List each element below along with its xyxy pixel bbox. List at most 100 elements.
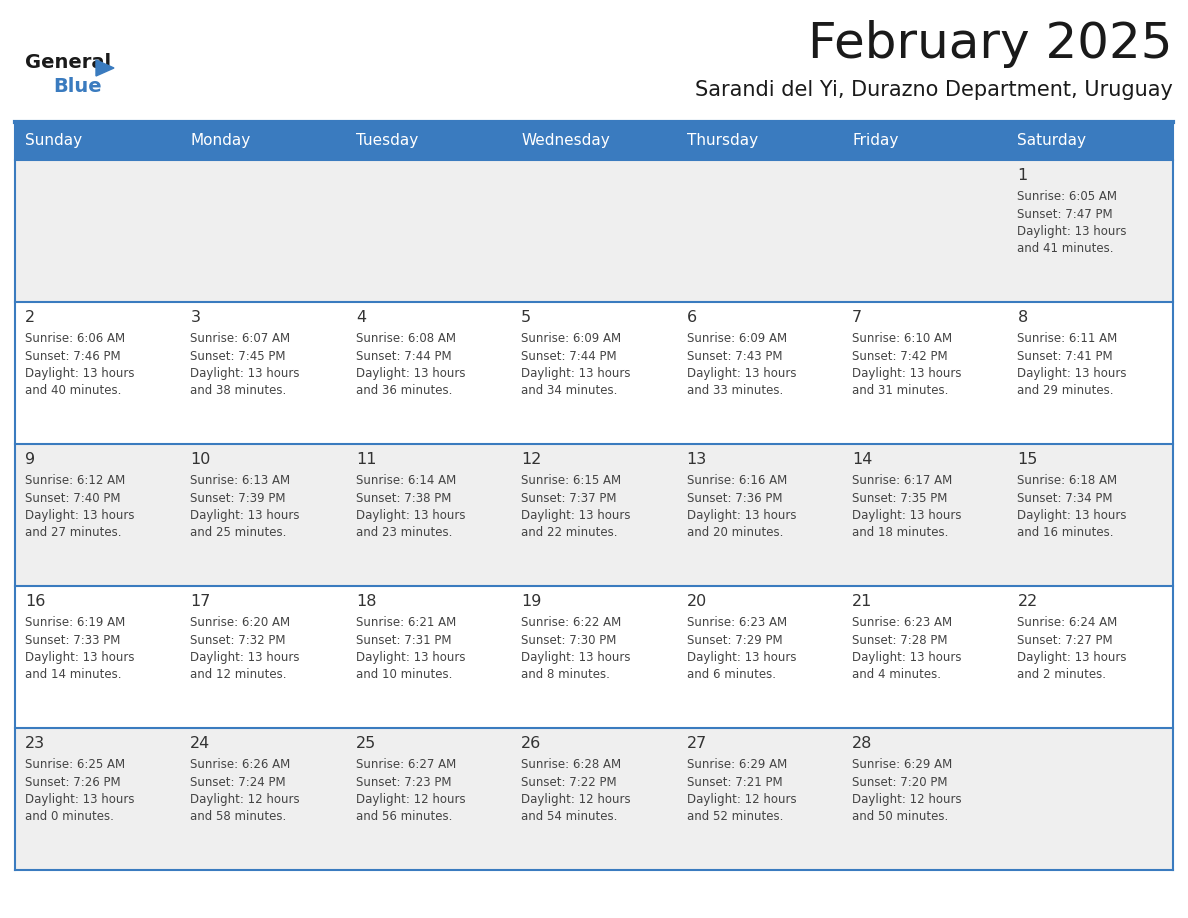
- Text: and 33 minutes.: and 33 minutes.: [687, 385, 783, 397]
- Text: Sunrise: 6:25 AM: Sunrise: 6:25 AM: [25, 758, 125, 771]
- Text: Sunrise: 6:19 AM: Sunrise: 6:19 AM: [25, 616, 125, 629]
- Text: Sunset: 7:47 PM: Sunset: 7:47 PM: [1017, 207, 1113, 220]
- Text: and 20 minutes.: and 20 minutes.: [687, 527, 783, 540]
- Text: Sunrise: 6:29 AM: Sunrise: 6:29 AM: [687, 758, 786, 771]
- Text: Sunrise: 6:21 AM: Sunrise: 6:21 AM: [355, 616, 456, 629]
- Bar: [511, 586, 677, 728]
- Text: 10: 10: [190, 452, 210, 467]
- Bar: [842, 586, 1007, 728]
- Text: Sunset: 7:36 PM: Sunset: 7:36 PM: [687, 491, 782, 505]
- Text: Daylight: 12 hours: Daylight: 12 hours: [522, 793, 631, 806]
- Text: Thursday: Thursday: [687, 133, 758, 149]
- Text: Sunday: Sunday: [25, 133, 82, 149]
- Bar: [181, 302, 346, 444]
- Bar: [511, 444, 677, 586]
- Text: Daylight: 13 hours: Daylight: 13 hours: [687, 651, 796, 664]
- Bar: [842, 302, 1007, 444]
- Bar: [677, 586, 842, 728]
- Text: 12: 12: [522, 452, 542, 467]
- Text: Sunrise: 6:29 AM: Sunrise: 6:29 AM: [852, 758, 953, 771]
- Text: Sunset: 7:43 PM: Sunset: 7:43 PM: [687, 350, 782, 363]
- Text: Sunset: 7:45 PM: Sunset: 7:45 PM: [190, 350, 286, 363]
- Text: and 10 minutes.: and 10 minutes.: [355, 668, 453, 681]
- Text: 21: 21: [852, 594, 872, 609]
- Text: 8: 8: [1017, 310, 1028, 325]
- Text: Sunrise: 6:06 AM: Sunrise: 6:06 AM: [25, 332, 125, 345]
- Text: 26: 26: [522, 736, 542, 751]
- Text: 9: 9: [25, 452, 36, 467]
- Text: and 6 minutes.: and 6 minutes.: [687, 668, 776, 681]
- Text: Sunrise: 6:17 AM: Sunrise: 6:17 AM: [852, 474, 953, 487]
- Text: and 14 minutes.: and 14 minutes.: [25, 668, 121, 681]
- Bar: [842, 122, 1007, 160]
- Text: and 41 minutes.: and 41 minutes.: [1017, 242, 1114, 255]
- Text: Sunset: 7:30 PM: Sunset: 7:30 PM: [522, 633, 617, 646]
- Text: Sunset: 7:44 PM: Sunset: 7:44 PM: [522, 350, 617, 363]
- Text: Monday: Monday: [190, 133, 251, 149]
- Text: and 16 minutes.: and 16 minutes.: [1017, 527, 1114, 540]
- Text: Daylight: 12 hours: Daylight: 12 hours: [355, 793, 466, 806]
- Text: Daylight: 13 hours: Daylight: 13 hours: [25, 793, 134, 806]
- Text: and 4 minutes.: and 4 minutes.: [852, 668, 941, 681]
- Text: Sunset: 7:37 PM: Sunset: 7:37 PM: [522, 491, 617, 505]
- Bar: [346, 302, 511, 444]
- Text: 6: 6: [687, 310, 697, 325]
- Bar: [346, 444, 511, 586]
- Bar: [1007, 302, 1173, 444]
- Bar: [15, 586, 181, 728]
- Text: and 2 minutes.: and 2 minutes.: [1017, 668, 1106, 681]
- Bar: [181, 122, 346, 160]
- Text: 24: 24: [190, 736, 210, 751]
- Text: Sunrise: 6:11 AM: Sunrise: 6:11 AM: [1017, 332, 1118, 345]
- Text: Daylight: 13 hours: Daylight: 13 hours: [852, 367, 961, 380]
- Bar: [1007, 586, 1173, 728]
- Text: and 34 minutes.: and 34 minutes.: [522, 385, 618, 397]
- Text: Friday: Friday: [852, 133, 898, 149]
- Bar: [346, 586, 511, 728]
- Text: 3: 3: [190, 310, 201, 325]
- Text: General: General: [25, 53, 112, 72]
- Text: Daylight: 13 hours: Daylight: 13 hours: [522, 651, 631, 664]
- Bar: [842, 444, 1007, 586]
- Text: Sunrise: 6:28 AM: Sunrise: 6:28 AM: [522, 758, 621, 771]
- Bar: [677, 444, 842, 586]
- Text: Sunset: 7:21 PM: Sunset: 7:21 PM: [687, 776, 782, 789]
- Text: Wednesday: Wednesday: [522, 133, 609, 149]
- Text: Daylight: 13 hours: Daylight: 13 hours: [1017, 651, 1127, 664]
- Text: Saturday: Saturday: [1017, 133, 1087, 149]
- Text: February 2025: February 2025: [809, 20, 1173, 68]
- Text: and 27 minutes.: and 27 minutes.: [25, 527, 121, 540]
- Text: Sunrise: 6:09 AM: Sunrise: 6:09 AM: [522, 332, 621, 345]
- Text: Sunset: 7:42 PM: Sunset: 7:42 PM: [852, 350, 948, 363]
- Text: Sunset: 7:29 PM: Sunset: 7:29 PM: [687, 633, 782, 646]
- Text: Daylight: 13 hours: Daylight: 13 hours: [355, 367, 466, 380]
- Text: and 36 minutes.: and 36 minutes.: [355, 385, 453, 397]
- Text: Sunrise: 6:14 AM: Sunrise: 6:14 AM: [355, 474, 456, 487]
- Text: Sunrise: 6:07 AM: Sunrise: 6:07 AM: [190, 332, 291, 345]
- Bar: [181, 586, 346, 728]
- Bar: [15, 160, 181, 302]
- Text: 28: 28: [852, 736, 872, 751]
- Text: and 22 minutes.: and 22 minutes.: [522, 527, 618, 540]
- Bar: [15, 444, 181, 586]
- Bar: [1007, 728, 1173, 870]
- Text: and 12 minutes.: and 12 minutes.: [190, 668, 286, 681]
- Text: and 40 minutes.: and 40 minutes.: [25, 385, 121, 397]
- Text: and 58 minutes.: and 58 minutes.: [190, 811, 286, 823]
- Text: Daylight: 13 hours: Daylight: 13 hours: [522, 367, 631, 380]
- Bar: [181, 160, 346, 302]
- Text: Sunset: 7:23 PM: Sunset: 7:23 PM: [355, 776, 451, 789]
- Text: Sunset: 7:22 PM: Sunset: 7:22 PM: [522, 776, 617, 789]
- Text: Daylight: 13 hours: Daylight: 13 hours: [852, 509, 961, 522]
- Text: Daylight: 13 hours: Daylight: 13 hours: [1017, 225, 1127, 238]
- Bar: [346, 122, 511, 160]
- Text: Daylight: 13 hours: Daylight: 13 hours: [687, 367, 796, 380]
- Text: Sunrise: 6:24 AM: Sunrise: 6:24 AM: [1017, 616, 1118, 629]
- Text: and 25 minutes.: and 25 minutes.: [190, 527, 286, 540]
- Text: Sunrise: 6:16 AM: Sunrise: 6:16 AM: [687, 474, 786, 487]
- Bar: [1007, 444, 1173, 586]
- Text: and 23 minutes.: and 23 minutes.: [355, 527, 453, 540]
- Bar: [511, 302, 677, 444]
- Text: Sunset: 7:40 PM: Sunset: 7:40 PM: [25, 491, 120, 505]
- Text: Daylight: 12 hours: Daylight: 12 hours: [852, 793, 962, 806]
